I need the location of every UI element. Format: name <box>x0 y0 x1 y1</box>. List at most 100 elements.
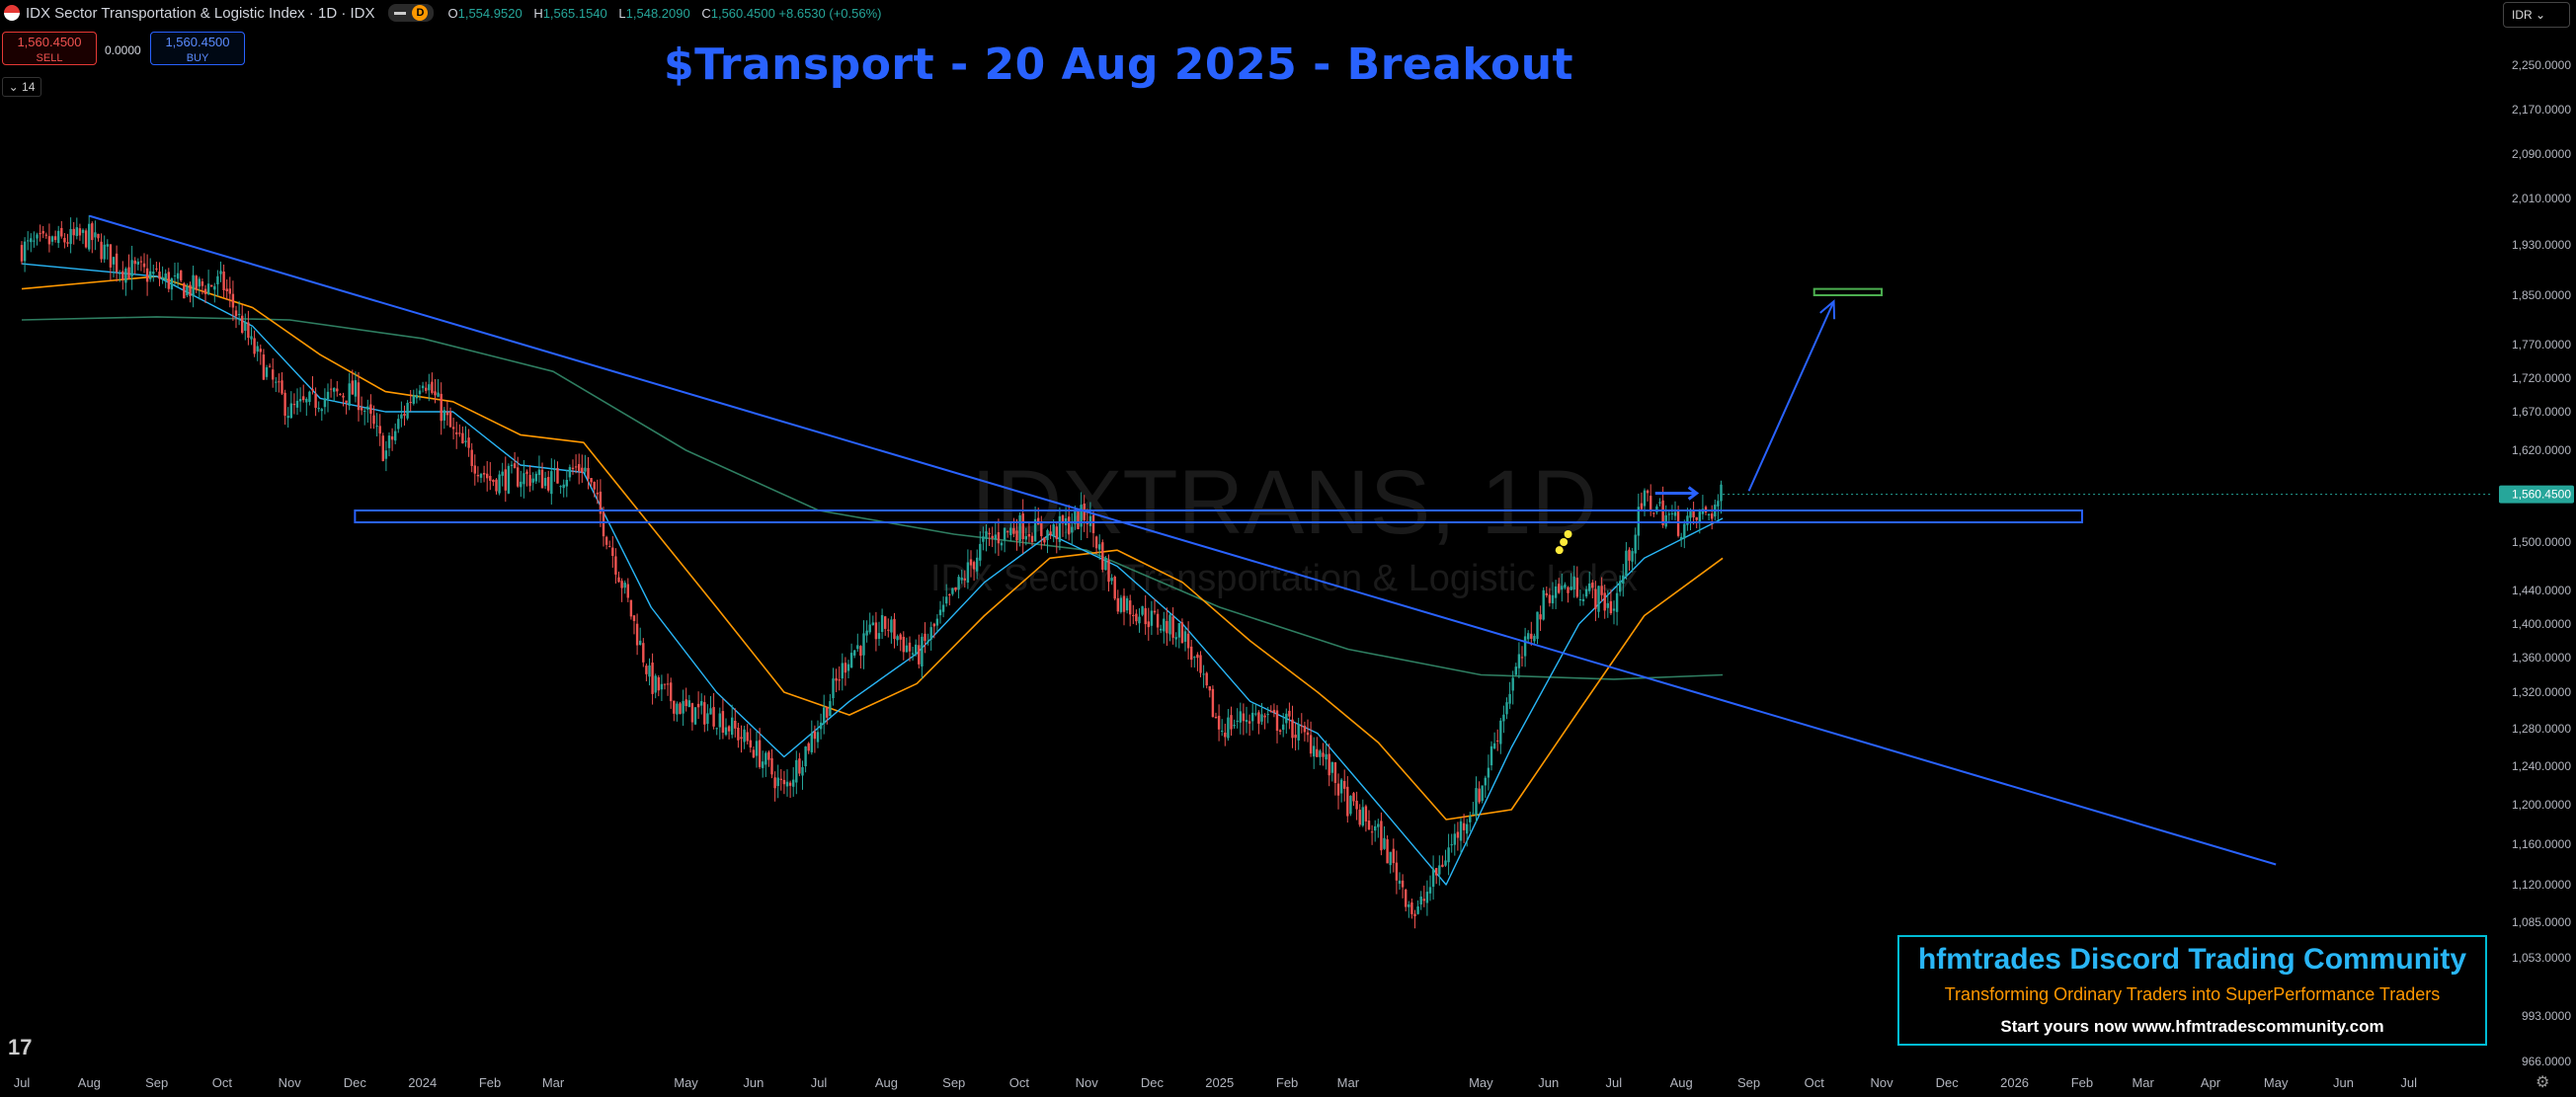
time-tick-label: May <box>1469 1075 1493 1090</box>
candle-body <box>1692 509 1695 517</box>
candle-body <box>397 419 400 430</box>
indicators-toggle[interactable]: ⌄ 14 <box>2 77 41 97</box>
candle-body <box>219 271 222 274</box>
resistance-zone <box>354 509 2083 523</box>
candle-body <box>1383 837 1386 849</box>
candle-body <box>421 385 425 389</box>
candle-body <box>489 475 492 481</box>
candle-body <box>1578 598 1582 600</box>
candle-body <box>941 604 945 612</box>
candle-body <box>1336 783 1340 796</box>
candle-body <box>228 288 231 294</box>
candle-body <box>473 465 476 474</box>
candle-body <box>880 614 884 632</box>
candle-body <box>1395 862 1399 881</box>
candle-body <box>556 467 559 484</box>
time-tick-label: 2026 <box>2000 1075 2029 1090</box>
candle-body <box>690 703 694 723</box>
time-axis[interactable]: Jul Aug Sep Oct Nov Dec 2024 Feb Mar May Jun Jul Aug… <box>14 1075 2417 1090</box>
candle-body <box>1257 712 1260 724</box>
time-tick-label: Oct <box>212 1075 233 1090</box>
yellow-dot <box>1560 538 1569 546</box>
promo-subheading: Transforming Ordinary Traders into Super… <box>1944 984 2441 1004</box>
candle-body <box>1499 720 1502 744</box>
candle-body <box>278 381 281 383</box>
drawings[interactable] <box>89 214 2277 866</box>
candle-body <box>234 310 238 317</box>
time-tick-label: Sep <box>145 1075 168 1090</box>
time-tick-label: 2025 <box>1205 1075 1234 1090</box>
time-tick-label: Nov <box>279 1075 302 1090</box>
currency-select[interactable]: IDR ⌄ <box>2503 2 2570 28</box>
price-tick-label: 1,930.0000 <box>2512 238 2571 252</box>
candle-body <box>673 700 676 714</box>
candle-body <box>237 313 241 315</box>
time-tick-label: Apr <box>2201 1075 2221 1090</box>
candle-body <box>1701 509 1705 514</box>
candle-body <box>1349 795 1352 815</box>
candle-body <box>155 268 158 270</box>
candle-body <box>525 471 528 474</box>
candle-body <box>259 349 262 353</box>
candle-body <box>66 242 69 244</box>
candle-body <box>1168 614 1171 635</box>
time-tick-label: Jul <box>811 1075 828 1090</box>
candle-body <box>369 404 372 414</box>
candle-body <box>152 272 155 274</box>
candle-body <box>773 777 776 789</box>
time-tick-label: Dec <box>1936 1075 1960 1090</box>
candle-body <box>409 402 412 404</box>
candle-body <box>520 481 523 488</box>
candle-body <box>951 588 954 594</box>
price-tick-label: 1,200.0000 <box>2512 798 2571 812</box>
candle-body <box>853 650 856 656</box>
candle-body <box>1431 868 1435 888</box>
candle-body <box>1584 588 1588 597</box>
candle-body <box>696 703 700 708</box>
promo-box[interactable]: hfmtrades Discord Trading Community Tran… <box>1897 935 2487 1046</box>
candle-body <box>602 511 605 537</box>
chart-annotation-title[interactable]: $Transport - 20 Aug 2025 - Breakout <box>664 39 1574 90</box>
candle-body <box>1370 831 1374 833</box>
sell-button[interactable]: 1,560.4500 SELL <box>2 32 97 65</box>
candle-body <box>1263 715 1266 718</box>
candle-body <box>590 478 593 483</box>
candle-body <box>823 707 826 724</box>
candle-body <box>1346 786 1349 817</box>
candle-body <box>1251 712 1254 722</box>
candle-body <box>127 267 130 279</box>
interval-pill[interactable]: D <box>388 4 435 22</box>
candle-body <box>1462 823 1466 830</box>
price-axis[interactable]: 2,250.0000 2,170.0000 2,090.0000 2,010.0000… <box>2512 58 2571 1068</box>
time-tick-label: Jul <box>2400 1075 2417 1090</box>
candle-body <box>33 240 36 242</box>
candle-body <box>617 577 620 583</box>
gear-icon[interactable]: ⚙ <box>2536 1074 2550 1091</box>
candle-body <box>492 480 495 483</box>
candle-body <box>1052 524 1055 537</box>
buy-button[interactable]: 1,560.4500 BUY <box>150 32 245 65</box>
symbol-title[interactable]: IDX Sector Transportation & Logistic Ind… <box>26 4 375 22</box>
candle-body <box>1416 905 1419 914</box>
candle-body <box>1511 677 1514 691</box>
candle-body <box>1224 732 1227 738</box>
candle-body <box>687 700 690 707</box>
candle-body <box>323 398 327 408</box>
candle-body <box>63 237 66 243</box>
projection-arrow-line <box>1747 300 1835 492</box>
open-value: 1,554.9520 <box>457 5 523 21</box>
candle-body <box>1408 904 1410 907</box>
candle-body <box>614 556 617 575</box>
candle-body <box>88 223 91 250</box>
candle-body <box>1061 515 1065 524</box>
time-tick-label: 2024 <box>408 1075 437 1090</box>
candle-body <box>1113 576 1116 599</box>
time-tick-label: Sep <box>1737 1075 1760 1090</box>
candle-body <box>1558 584 1561 593</box>
candle-body <box>400 414 403 419</box>
candle-body <box>425 387 428 391</box>
candle-body <box>1132 614 1135 616</box>
candle-body <box>1634 534 1637 554</box>
tradingview-logo-icon[interactable]: 17 <box>8 1035 33 1059</box>
